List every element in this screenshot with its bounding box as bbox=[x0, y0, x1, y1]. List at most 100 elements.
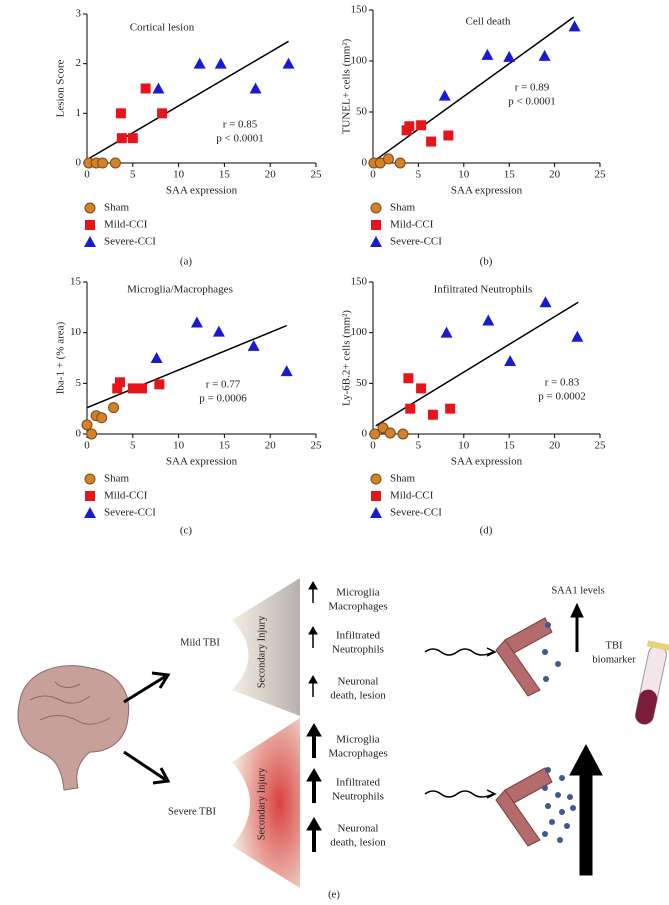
legend-marker bbox=[84, 507, 96, 518]
y-tick-label: 100 bbox=[351, 326, 368, 338]
legend-label: Sham bbox=[104, 473, 130, 485]
outcome-label: Infiltrated bbox=[336, 630, 380, 642]
y-tick-label: 50 bbox=[356, 377, 368, 389]
point bbox=[427, 409, 438, 420]
point bbox=[86, 428, 98, 440]
point bbox=[150, 352, 163, 363]
y-tick-label: 3 bbox=[76, 8, 82, 20]
y-tick-label: 150 bbox=[351, 4, 368, 16]
arrows bbox=[123, 671, 171, 785]
annotation: p < 0.0001 bbox=[216, 133, 263, 145]
point bbox=[214, 57, 227, 69]
point bbox=[282, 57, 295, 69]
annotation: p < 0.0001 bbox=[508, 96, 555, 108]
legend-marker bbox=[370, 202, 382, 214]
x-tick-label: 0 bbox=[370, 440, 376, 452]
outcome-label: Microglia bbox=[336, 587, 379, 599]
chart-title: Microglia/Macrophages bbox=[127, 284, 233, 296]
chart-title: Cell death bbox=[466, 16, 511, 28]
point bbox=[384, 427, 396, 439]
legend-marker bbox=[84, 236, 96, 247]
legend-label: Sham bbox=[104, 202, 130, 214]
y-tick-label: 50 bbox=[356, 106, 368, 118]
point bbox=[249, 82, 262, 94]
x-axis-label: SAA expression bbox=[451, 456, 523, 468]
point bbox=[127, 133, 138, 144]
point bbox=[482, 314, 495, 326]
annotation: p = 0.0002 bbox=[538, 391, 585, 403]
y-axis-label: Lesion Score bbox=[55, 60, 67, 118]
point bbox=[382, 153, 394, 165]
x-tick-label: 10 bbox=[173, 169, 185, 181]
saa-dots bbox=[542, 622, 576, 843]
x-tick-label: 20 bbox=[265, 440, 277, 452]
legend-label: Mild-CCI bbox=[390, 490, 434, 502]
x-tick-label: 0 bbox=[84, 169, 90, 181]
y-tick-label: 100 bbox=[351, 55, 368, 67]
panel-label: (b) bbox=[480, 256, 493, 268]
point bbox=[404, 121, 415, 132]
x-tick-label: 10 bbox=[458, 169, 470, 181]
x-tick-label: 15 bbox=[219, 169, 231, 181]
y-tick-label: 1 bbox=[76, 107, 82, 119]
y-tick-label: 15 bbox=[70, 276, 82, 288]
point bbox=[538, 49, 551, 61]
point bbox=[280, 365, 293, 377]
y-tick-label: 0 bbox=[362, 157, 368, 169]
panel-label: (e) bbox=[328, 889, 340, 900]
x-tick-label: 0 bbox=[370, 169, 376, 181]
severe-label: Severe TBI bbox=[168, 806, 216, 817]
y-tick-label: 2 bbox=[76, 57, 82, 69]
point bbox=[140, 83, 151, 94]
fit-line bbox=[375, 16, 575, 161]
legend-label: Mild-CCI bbox=[390, 219, 434, 231]
legend-marker bbox=[370, 473, 382, 485]
y-tick-label: 150 bbox=[351, 276, 368, 288]
outcome-label: Macrophages bbox=[328, 601, 387, 613]
vessels bbox=[495, 617, 553, 847]
point bbox=[116, 133, 127, 144]
legend-label: Sham bbox=[390, 202, 416, 214]
point bbox=[108, 402, 120, 414]
outcome-label: Neuronal bbox=[338, 676, 379, 688]
x-axis-label: SAA expression bbox=[166, 456, 238, 468]
panel-label: (a) bbox=[180, 256, 193, 268]
x-tick-label: 10 bbox=[458, 440, 470, 452]
legend-marker bbox=[371, 491, 381, 501]
legend-label: Mild-CCI bbox=[104, 490, 148, 502]
point bbox=[154, 379, 165, 390]
brain-folds bbox=[29, 681, 111, 725]
x-tick-label: 0 bbox=[84, 440, 90, 452]
outcome-label: Neutrophils bbox=[332, 791, 384, 803]
y-tick-label: 10 bbox=[70, 326, 82, 338]
outcome-label: Microglia bbox=[336, 734, 379, 746]
point bbox=[504, 355, 517, 367]
saa-label: SAA1 levels bbox=[551, 585, 604, 596]
mild-fan bbox=[232, 578, 300, 716]
legend-marker bbox=[370, 236, 382, 247]
chart-title: Infiltrated Neutrophils bbox=[434, 284, 533, 296]
point bbox=[416, 383, 427, 394]
point bbox=[127, 383, 138, 394]
legend-marker bbox=[370, 507, 382, 518]
point bbox=[190, 316, 203, 328]
x-tick-label: 25 bbox=[311, 440, 323, 452]
outcome-label: Macrophages bbox=[328, 748, 387, 760]
squiggles bbox=[424, 647, 497, 799]
annotation: r = 0.83 bbox=[545, 377, 580, 389]
panel-label: (d) bbox=[480, 525, 493, 537]
brain bbox=[17, 665, 130, 791]
x-tick-label: 20 bbox=[265, 169, 277, 181]
point bbox=[369, 428, 381, 440]
x-tick-label: 15 bbox=[219, 440, 231, 452]
x-axis-label: SAA expression bbox=[451, 185, 523, 197]
secondary-label: Secondary Injury bbox=[256, 615, 267, 688]
test-tube bbox=[635, 640, 669, 725]
legend-label: Severe-CCI bbox=[104, 236, 156, 248]
annotation: r = 0.85 bbox=[223, 119, 258, 131]
x-tick-label: 5 bbox=[416, 440, 422, 452]
point bbox=[212, 325, 225, 337]
annotation: r = 0.89 bbox=[515, 82, 550, 94]
up-arrows bbox=[306, 580, 603, 876]
